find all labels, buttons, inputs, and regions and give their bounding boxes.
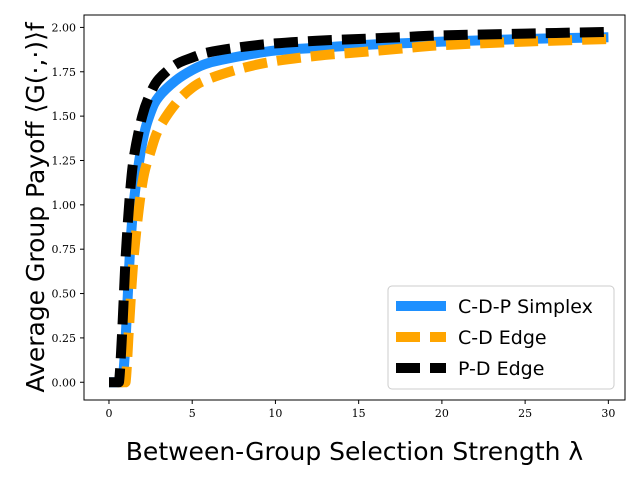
- x-tick-label: 30: [601, 407, 615, 420]
- y-tick-label: 1.75: [52, 66, 77, 79]
- y-axis-label: Average Group Payoff ⟨G(·,·)⟩f: [21, 21, 50, 392]
- legend-label-p-d-edge: P-D Edge: [458, 358, 544, 380]
- legend-label-c-d-edge: C-D Edge: [458, 327, 547, 349]
- y-tick-label: 0.75: [52, 243, 77, 256]
- axes-frame: [83, 14, 626, 401]
- series-line-c-d-p-simplex: [109, 32, 609, 388]
- legend: C-D-P Simplex C-D Edge P-D Edge: [387, 285, 615, 390]
- x-tick-label: 5: [189, 407, 196, 420]
- y-tick-label: 0.00: [52, 376, 77, 389]
- y-tick-label: 1.00: [52, 199, 77, 212]
- x-axis-label: Between-Group Selection Strength λ: [126, 437, 584, 466]
- series-layer: [109, 26, 609, 388]
- legend-label-c-d-p-simplex: C-D-P Simplex: [458, 296, 593, 318]
- x-tick-label: 0: [105, 407, 112, 420]
- y-tick-label: 0.25: [52, 332, 77, 345]
- y-tick-label: 2.00: [52, 21, 77, 34]
- x-tick-label: 25: [518, 407, 532, 420]
- tick-layer: 0 5 10 15 20 25 30 0.00 0.25 0.50 0.75 1.00 1.25 1.50…: [52, 21, 616, 420]
- x-tick-label: 15: [352, 407, 366, 420]
- series-line-c-d-edge: [117, 34, 609, 388]
- y-tick-label: 1.25: [52, 154, 77, 167]
- x-tick-label: 10: [268, 407, 282, 420]
- y-tick-label: 0.50: [52, 288, 77, 301]
- x-tick-label: 20: [435, 407, 449, 420]
- series-line-p-d-edge: [109, 26, 609, 388]
- y-tick-label: 1.50: [52, 110, 77, 123]
